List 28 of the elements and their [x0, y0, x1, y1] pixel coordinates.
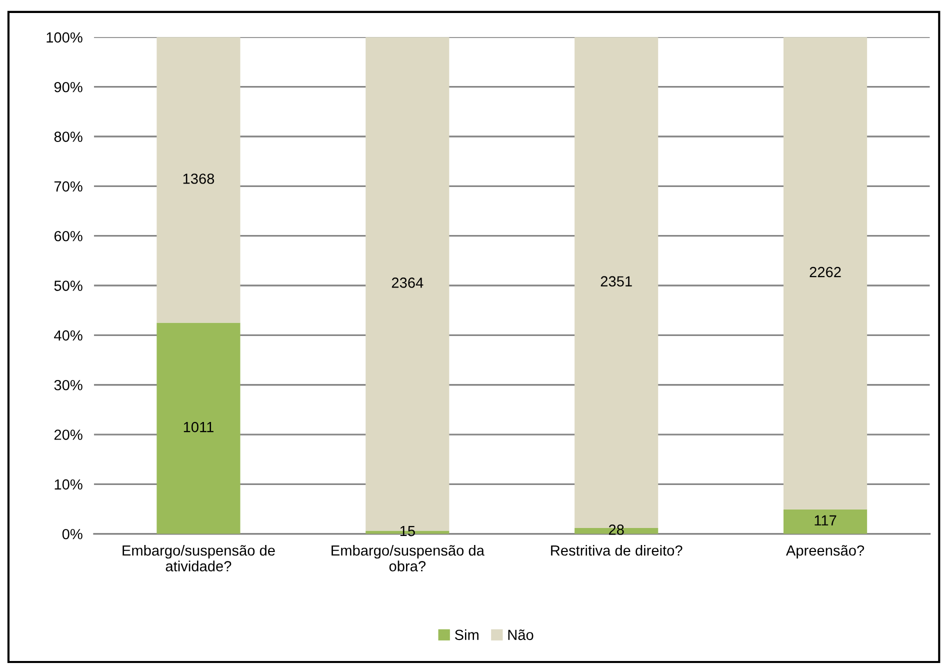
y-tick-label: 30% — [54, 380, 82, 390]
x-tick-label: Restritiva de direito? — [551, 544, 682, 556]
x-tick-label: Embargo/suspensão da obra? — [332, 544, 484, 572]
bar — [784, 509, 868, 534]
data-label: 2351 — [600, 276, 632, 287]
y-tick-label: 40% — [54, 330, 82, 341]
data-label: 117 — [814, 515, 836, 526]
y-tick-label: 0% — [62, 528, 82, 540]
data-label: 2364 — [392, 278, 424, 288]
data-label: 1368 — [183, 174, 214, 184]
legend-label: Sim — [454, 629, 478, 640]
bar — [156, 322, 240, 534]
y-tick-label: 20% — [54, 430, 82, 440]
bar — [784, 37, 868, 510]
legend-label: Não — [508, 629, 534, 640]
data-label: 2262 — [810, 266, 841, 278]
y-tick-label: 90% — [54, 82, 82, 92]
data-label: 1011 — [184, 422, 214, 432]
data-label: 15 — [400, 526, 415, 536]
bar — [156, 37, 240, 323]
x-tick-label: Apreensão? — [786, 545, 864, 559]
y-tick-label: 100% — [46, 32, 82, 43]
y-tick-label: 10% — [54, 479, 82, 490]
y-tick-label: 60% — [54, 230, 82, 242]
y-tick-label: 50% — [54, 280, 82, 291]
x-tick-label: Embargo/suspensão de atividade? — [122, 544, 275, 572]
y-tick-label: 80% — [54, 132, 82, 142]
y-tick-label: 70% — [54, 181, 82, 192]
